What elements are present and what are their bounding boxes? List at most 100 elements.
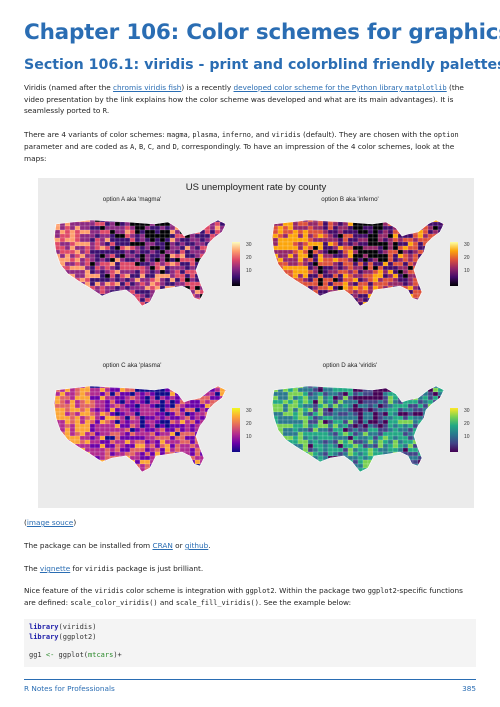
image-source-caption: (image souce) [24,517,476,528]
keyword: library [29,623,59,631]
legend-label: 10 [246,268,252,274]
figure-title: US unemployment rate by county [185,182,327,193]
map-panel-inferno: option B aka 'inferno' 30 20 10 [260,196,478,346]
matplotlib-link[interactable]: developed color scheme for the Python li… [234,83,447,92]
panel-title: option B aka 'inferno' [321,196,379,203]
legend-label: 20 [246,421,252,427]
code-a: A [130,143,135,152]
footer-page-number: 385 [462,684,476,693]
text: package is just brilliant. [113,564,204,573]
scale-color-viridis-code: scale_color_viridis() [70,599,158,608]
viridis-code: viridis [94,587,124,595]
chromis-viridis-link[interactable]: chromis viridis fish [113,83,182,92]
code-line-1: library(viridis) [29,623,96,631]
text: for [70,564,85,573]
text: parameter and are coded as [24,142,131,152]
legend-label: 30 [464,242,470,248]
text: . Within the package two [274,586,368,595]
code-b: B [138,143,144,152]
code-text: ggplot( [54,651,89,659]
text: ) is a recently [181,83,234,92]
panel-title: option C aka 'plasma' [102,362,162,369]
code-line-2: library(ggplot2) [29,633,96,641]
text: (the video presentation by the link expl… [24,83,464,116]
colorbar [232,242,240,286]
text: Viridis (named after the [24,83,114,92]
code-c: C [147,143,152,152]
text: There are 4 variants of color schemes: [24,130,167,139]
text: ) [73,518,77,527]
scale-fill-viridis-code: scale_fill_viridis() [175,599,259,608]
code-text: gg1 [29,651,46,659]
cran-link[interactable]: CRAN [152,541,173,550]
ggplot2-code: ggplot2 [367,587,397,595]
code-text: (viridis) [58,623,97,631]
text: . [106,106,110,116]
vignette-link[interactable]: vignette [39,564,71,573]
code-line-3: gg1 <- ggplot(mtcars)+ [29,651,122,659]
inferno-code: inferno [221,131,251,139]
text: or [172,541,185,550]
text: (default). They are chosen with the [300,130,434,139]
footer-book-title: R Notes for Professionals [24,684,115,693]
option-code: option [433,131,459,139]
ggplot-paragraph: Nice feature of the viridis color scheme… [24,585,476,609]
legend-label: 20 [464,255,470,261]
colorbar-legend: 30 20 10 [232,408,262,460]
vignette-paragraph: The vignette for viridis package is just… [24,563,476,575]
legend-label: 10 [464,434,470,440]
us-county-map [271,385,445,473]
legend-label: 30 [246,242,252,248]
colorbar-legend: 30 20 10 [232,242,262,294]
viridis-code: viridis [271,131,301,139]
chapter-title: Chapter 106: Color schemes for graphics [24,20,500,45]
keyword: library [29,633,59,641]
github-link[interactable]: github [184,541,209,550]
legend-label: 20 [246,255,252,261]
code-text: )+ [113,651,122,659]
magma-code: magma [166,131,188,139]
viridis-code: viridis [84,565,114,573]
us-county-map [53,219,227,307]
section-title: Section 106.1: viridis - print and color… [24,57,500,73]
text: and [157,598,176,608]
code-block: library(viridis) library(ggplot2) gg1 <-… [24,619,476,667]
mtcars-arg: mtcars [88,651,114,659]
us-county-map [271,219,445,307]
text: , correspondingly. To have an impression… [24,142,455,164]
legend-label: 30 [464,408,470,414]
legend-label: 30 [246,408,252,414]
map-panel-magma: option A aka 'magma' 30 20 10 [42,196,260,346]
colorbar-legend: 30 20 10 [450,242,480,294]
panel-title: option D aka 'viridis' [322,362,378,369]
text: The package can be installed from [24,541,153,550]
text: Nice feature of the [24,586,95,595]
intro-paragraph: Viridis (named after the chromis viridis… [24,82,476,118]
map-panel-viridis: option D aka 'viridis' 30 20 10 [260,362,478,512]
colorbar [450,408,458,452]
colorbar-legend: 30 20 10 [450,408,480,460]
unemployment-maps-figure: US unemployment rate by county option A … [38,178,474,508]
colorbar [450,242,458,286]
footer-rule [24,679,476,680]
install-paragraph: The package can be installed from CRAN o… [24,540,476,551]
r-code: R [102,107,107,116]
image-source-link[interactable]: image souce [26,518,74,527]
text: color scheme is integration with [123,586,246,595]
map-panel-plasma: option C aka 'plasma' 30 20 10 [42,362,260,512]
colorbar [232,408,240,452]
us-county-map [53,385,227,473]
code-d: D [172,143,177,152]
legend-label: 10 [464,268,470,274]
plasma-code: plasma [192,131,218,139]
assign-operator: <- [45,651,55,659]
text: -specific functions are defined: [24,586,463,608]
legend-label: 10 [246,434,252,440]
variants-paragraph: There are 4 variants of color schemes: m… [24,130,459,164]
legend-label: 20 [464,421,470,427]
text: . See the example below: [258,598,352,608]
text: . [208,541,211,550]
link-text: developed color scheme for the Python li… [233,83,406,92]
text: The [24,564,40,573]
ggplot2-code: ggplot2 [245,587,275,595]
